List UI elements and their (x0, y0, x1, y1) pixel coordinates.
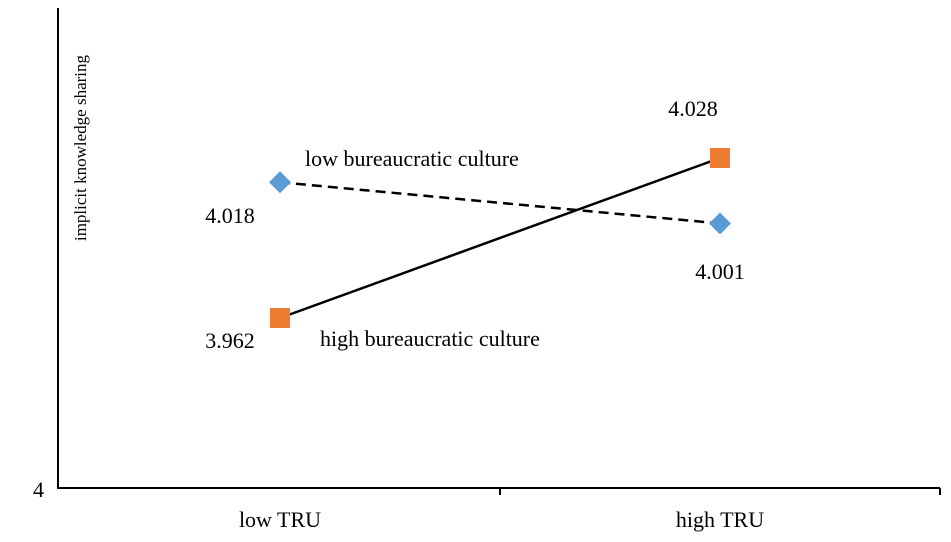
data-label-low-bureaucratic-high-tru: 4.001 (695, 259, 745, 284)
point-low-bureaucratic-low-tru (269, 171, 291, 194)
series-label-low-bureaucratic-culture: low bureaucratic culture (305, 146, 519, 171)
y-tick-label: 4 (33, 477, 44, 502)
x-axis-ticks (499, 488, 941, 495)
series-line-low-bureaucratic-culture (279, 180, 721, 225)
series-line-high-bureaucratic-culture (279, 156, 721, 320)
data-label-high-bureaucratic-high-tru: 4.028 (668, 96, 718, 121)
point-low-bureaucratic-high-tru (709, 212, 731, 235)
series-label-high-bureaucratic-culture: high bureaucratic culture (320, 326, 540, 351)
data-label-high-bureaucratic-low-tru: 3.962 (205, 328, 255, 353)
point-high-bureaucratic-low-tru (270, 308, 290, 328)
data-label-low-bureaucratic-low-tru: 4.018 (205, 203, 255, 228)
y-axis-label: implicit knowledge sharing (71, 54, 90, 241)
x-tick-label-low-tru: low TRU (239, 507, 321, 532)
x-tick-label-high-tru: high TRU (676, 507, 764, 532)
point-high-bureaucratic-high-tru (710, 148, 730, 168)
